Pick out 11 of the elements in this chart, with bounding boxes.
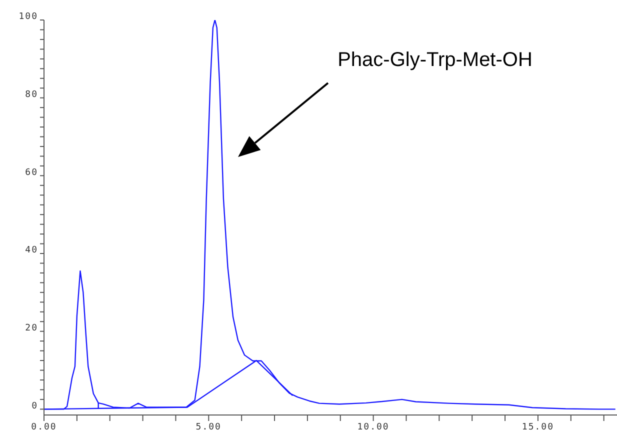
y-tick-label: 20: [25, 324, 38, 334]
y-tick-label: 40: [25, 246, 38, 256]
x-tick-label: 15.00: [522, 422, 554, 432]
x-tick-label: 0.00: [31, 422, 57, 432]
x-tick-label: 5.00: [196, 422, 222, 432]
y-tick-label: 80: [25, 90, 38, 100]
annotation: Phac-Gly-Trp-Met-OH: [338, 49, 532, 71]
y-tick-label: 60: [25, 168, 38, 178]
x-tick-label: 10.00: [357, 422, 390, 432]
y-tick-label: 0: [32, 401, 38, 412]
y-tick-label: 100: [18, 12, 38, 22]
